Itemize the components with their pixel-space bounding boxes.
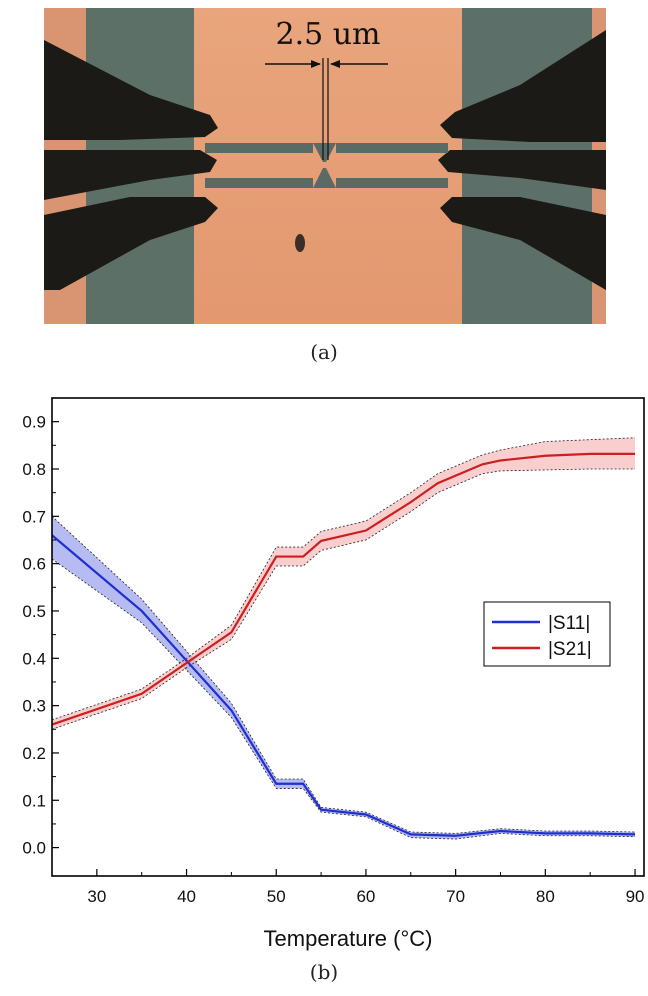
right-probe-lower	[440, 197, 606, 290]
micrograph-image: 2.5 um	[44, 8, 606, 324]
left-probe-lower	[44, 197, 218, 290]
y-tick-label: 0.8	[22, 460, 46, 479]
scale-arrowhead-left	[311, 60, 321, 68]
trace-upper-right	[336, 143, 448, 153]
x-tick-label: 50	[267, 887, 286, 906]
constriction-top	[313, 143, 336, 162]
right-probe-middle	[438, 150, 606, 190]
panel-a-caption: (a)	[310, 340, 338, 364]
legend: |S11| |S21|	[483, 601, 611, 667]
series-1-lower-bound	[51, 468, 636, 730]
plot-frame	[51, 397, 645, 877]
legend-box	[483, 601, 611, 667]
left-probe-middle	[44, 150, 217, 200]
y-tick-label: 0.3	[22, 697, 46, 716]
scale-label: 2.5 um	[275, 17, 380, 52]
right-probe-upper	[440, 30, 606, 142]
series-1-line	[51, 452, 636, 726]
x-tick-label: 80	[536, 887, 555, 906]
series-0-lower-bound	[51, 558, 636, 840]
y-tick-label: 0.5	[22, 602, 46, 621]
trace-lower-left	[205, 178, 313, 188]
series-1-band	[52, 437, 636, 730]
y-tick-label: 0.6	[22, 555, 46, 574]
x-tick-label: 70	[446, 887, 465, 906]
y-tick-label: 0.1	[22, 791, 46, 810]
y-tick-label: 0.4	[22, 649, 46, 668]
x-tick-label: 90	[626, 887, 645, 906]
series-0-upper-bound	[51, 516, 636, 834]
scale-arrowhead-right	[330, 60, 340, 68]
legend-label-1: |S21|	[548, 639, 592, 660]
series-1-upper-bound	[51, 437, 636, 721]
trace-upper-left	[205, 143, 313, 153]
x-axis-label: Temperature (°C)	[264, 926, 433, 951]
x-tick-label: 30	[87, 887, 106, 906]
debris	[295, 234, 305, 252]
y-tick-label: 0.2	[22, 744, 46, 763]
y-tick-label: 0.7	[22, 507, 46, 526]
y-tick-label: 0.9	[22, 413, 46, 432]
x-tick-label: 40	[177, 887, 196, 906]
left-probe-upper	[44, 40, 218, 140]
series-0-line	[51, 534, 636, 837]
trace-lower-right	[336, 178, 448, 188]
y-tick-label: 0.0	[22, 839, 46, 858]
legend-label-0: |S11|	[548, 613, 590, 634]
series-0-band	[52, 516, 636, 840]
constriction-bottom	[313, 168, 336, 188]
x-tick-label: 60	[356, 887, 375, 906]
panel-b-caption: (b)	[309, 960, 339, 984]
